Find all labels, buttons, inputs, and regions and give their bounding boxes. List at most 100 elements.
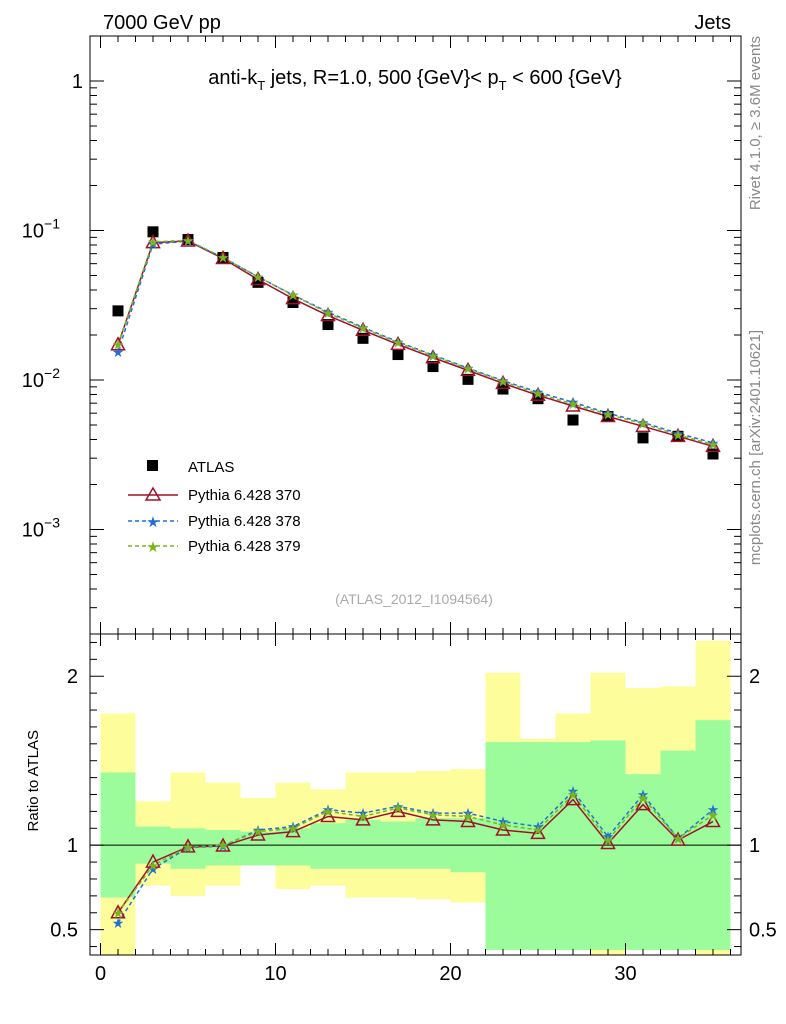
ratio-379-point: ★ bbox=[357, 808, 370, 824]
pythia-370-point bbox=[320, 306, 336, 322]
pythia-370-point bbox=[215, 249, 231, 265]
pythia-378-point: ★ bbox=[357, 319, 370, 335]
pythia-378-point: ★ bbox=[287, 287, 300, 303]
pythia-379-point: ★ bbox=[287, 287, 300, 303]
series-lines bbox=[117, 239, 714, 924]
ratio-378-point: ★ bbox=[392, 798, 405, 814]
main-line-pythia-6.428-379 bbox=[117, 239, 714, 446]
ratio-379-point: ★ bbox=[567, 787, 580, 803]
pythia-370-point bbox=[705, 437, 721, 453]
ratio-370-point bbox=[460, 812, 476, 828]
ratio-379-point: ★ bbox=[287, 820, 300, 836]
pythia-378-point: ★ bbox=[147, 236, 160, 252]
ratio-y-tick-label: 0.5 bbox=[50, 920, 78, 942]
legend-atlas-label: ATLAS bbox=[188, 459, 234, 476]
ratio-370-point bbox=[565, 790, 581, 806]
pythia-379-point: ★ bbox=[637, 416, 650, 432]
ratio-379-point: ★ bbox=[252, 824, 265, 840]
ratio-370-point bbox=[635, 796, 651, 811]
ratio-370-point bbox=[320, 807, 336, 823]
pythia-379-point: ★ bbox=[602, 406, 615, 422]
ratio-379-point: ★ bbox=[532, 822, 545, 838]
ratio-378-point: ★ bbox=[147, 861, 160, 877]
y-tick-label: 1 bbox=[72, 71, 83, 93]
inner-band-bin bbox=[100, 772, 136, 898]
ratio-370-point bbox=[425, 811, 441, 826]
main-line-pythia-6.428-370 bbox=[117, 240, 714, 448]
x-tick-label: 30 bbox=[614, 963, 636, 985]
ratio-370-point bbox=[285, 823, 301, 838]
legend-370-marker bbox=[144, 486, 162, 501]
pythia-379-point: ★ bbox=[497, 373, 510, 389]
pythia-378-point: ★ bbox=[252, 269, 265, 285]
ratio-378-point: ★ bbox=[532, 819, 545, 835]
ratio-379-point: ★ bbox=[147, 857, 160, 873]
pythia-379-point: ★ bbox=[707, 437, 720, 453]
atlas-data-point bbox=[252, 276, 264, 288]
y-tick-label: 10−3 bbox=[22, 515, 60, 542]
inner-band-bin bbox=[415, 818, 451, 869]
atlas-data-point bbox=[427, 361, 439, 373]
ratio-378-point: ★ bbox=[427, 805, 440, 821]
pythia-370-point bbox=[425, 349, 441, 364]
pythia-378-point: ★ bbox=[532, 384, 545, 400]
pythia-378-point: ★ bbox=[462, 360, 475, 376]
atlas-data-point bbox=[217, 251, 229, 263]
pythia-370-point bbox=[355, 321, 371, 337]
ratio-379-point: ★ bbox=[392, 800, 405, 816]
pythia-370-point bbox=[600, 407, 616, 423]
ratio-379-point: ★ bbox=[707, 807, 720, 823]
ratio-378-point: ★ bbox=[567, 783, 580, 799]
inner-band-bin bbox=[205, 829, 241, 866]
legend-379-marker: ★ bbox=[146, 539, 159, 556]
ratio-370-point bbox=[355, 811, 371, 826]
ratio-379-point: ★ bbox=[112, 905, 125, 921]
ratio-y-tick-label: 2 bbox=[67, 666, 78, 688]
atlas-data-point bbox=[532, 393, 544, 405]
pythia-370-point bbox=[530, 386, 546, 402]
ratio-379-point: ★ bbox=[427, 807, 440, 823]
ratio-379-point: ★ bbox=[182, 839, 195, 855]
pythia-379-point: ★ bbox=[147, 234, 160, 250]
ratio-379-point: ★ bbox=[462, 808, 475, 824]
ratio-378-point: ★ bbox=[357, 805, 370, 821]
pythia-370-point bbox=[390, 335, 406, 351]
ratio-378-point: ★ bbox=[497, 814, 510, 830]
ratio-378-point: ★ bbox=[602, 829, 615, 845]
pythia-370-point bbox=[460, 361, 476, 377]
atlas-data-point bbox=[357, 332, 369, 344]
inner-band-bin bbox=[345, 819, 381, 869]
atlas-data-point bbox=[672, 430, 684, 442]
ratio-370-point bbox=[215, 837, 231, 852]
atlas-data-point bbox=[602, 411, 614, 423]
ratio-370-point bbox=[705, 812, 721, 828]
atlas-data-point bbox=[112, 305, 124, 317]
inner-band-bin bbox=[625, 774, 661, 950]
ratio-y-tick-label-right: 0.5 bbox=[749, 920, 777, 942]
atlas-data-point bbox=[287, 296, 299, 308]
ratio-axis-label: Ratio to ATLAS bbox=[25, 730, 42, 831]
ratio-370-point bbox=[250, 826, 266, 841]
pythia-370-point bbox=[670, 427, 686, 443]
x-tick-label: 10 bbox=[264, 963, 286, 985]
x-tick-label: 20 bbox=[439, 963, 461, 985]
ratio-uncertainty-bands bbox=[100, 640, 731, 955]
x-tick-label: 0 bbox=[95, 963, 106, 985]
ratio-y-tick-label: 1 bbox=[67, 835, 78, 857]
ratio-370-point bbox=[110, 904, 126, 919]
analysis-watermark: (ATLAS_2012_I1094564) bbox=[335, 591, 493, 607]
inner-band-bin bbox=[310, 823, 346, 869]
ratio-370-point bbox=[600, 834, 616, 850]
pythia-378-point: ★ bbox=[672, 425, 685, 441]
pythia-379-point: ★ bbox=[462, 361, 475, 377]
ratio-370-point bbox=[145, 853, 161, 868]
inner-band-bin bbox=[520, 742, 556, 950]
header-energy: 7000 GeV pp bbox=[103, 12, 221, 34]
legend-370-label: Pythia 6.428 370 bbox=[188, 487, 301, 504]
ratio-379-point: ★ bbox=[637, 790, 650, 806]
atlas-data-point bbox=[637, 432, 649, 444]
pythia-379-point: ★ bbox=[182, 232, 195, 248]
pythia-370-point bbox=[285, 290, 301, 305]
pythia-379-point: ★ bbox=[252, 269, 265, 285]
header-jets: Jets bbox=[694, 12, 731, 34]
